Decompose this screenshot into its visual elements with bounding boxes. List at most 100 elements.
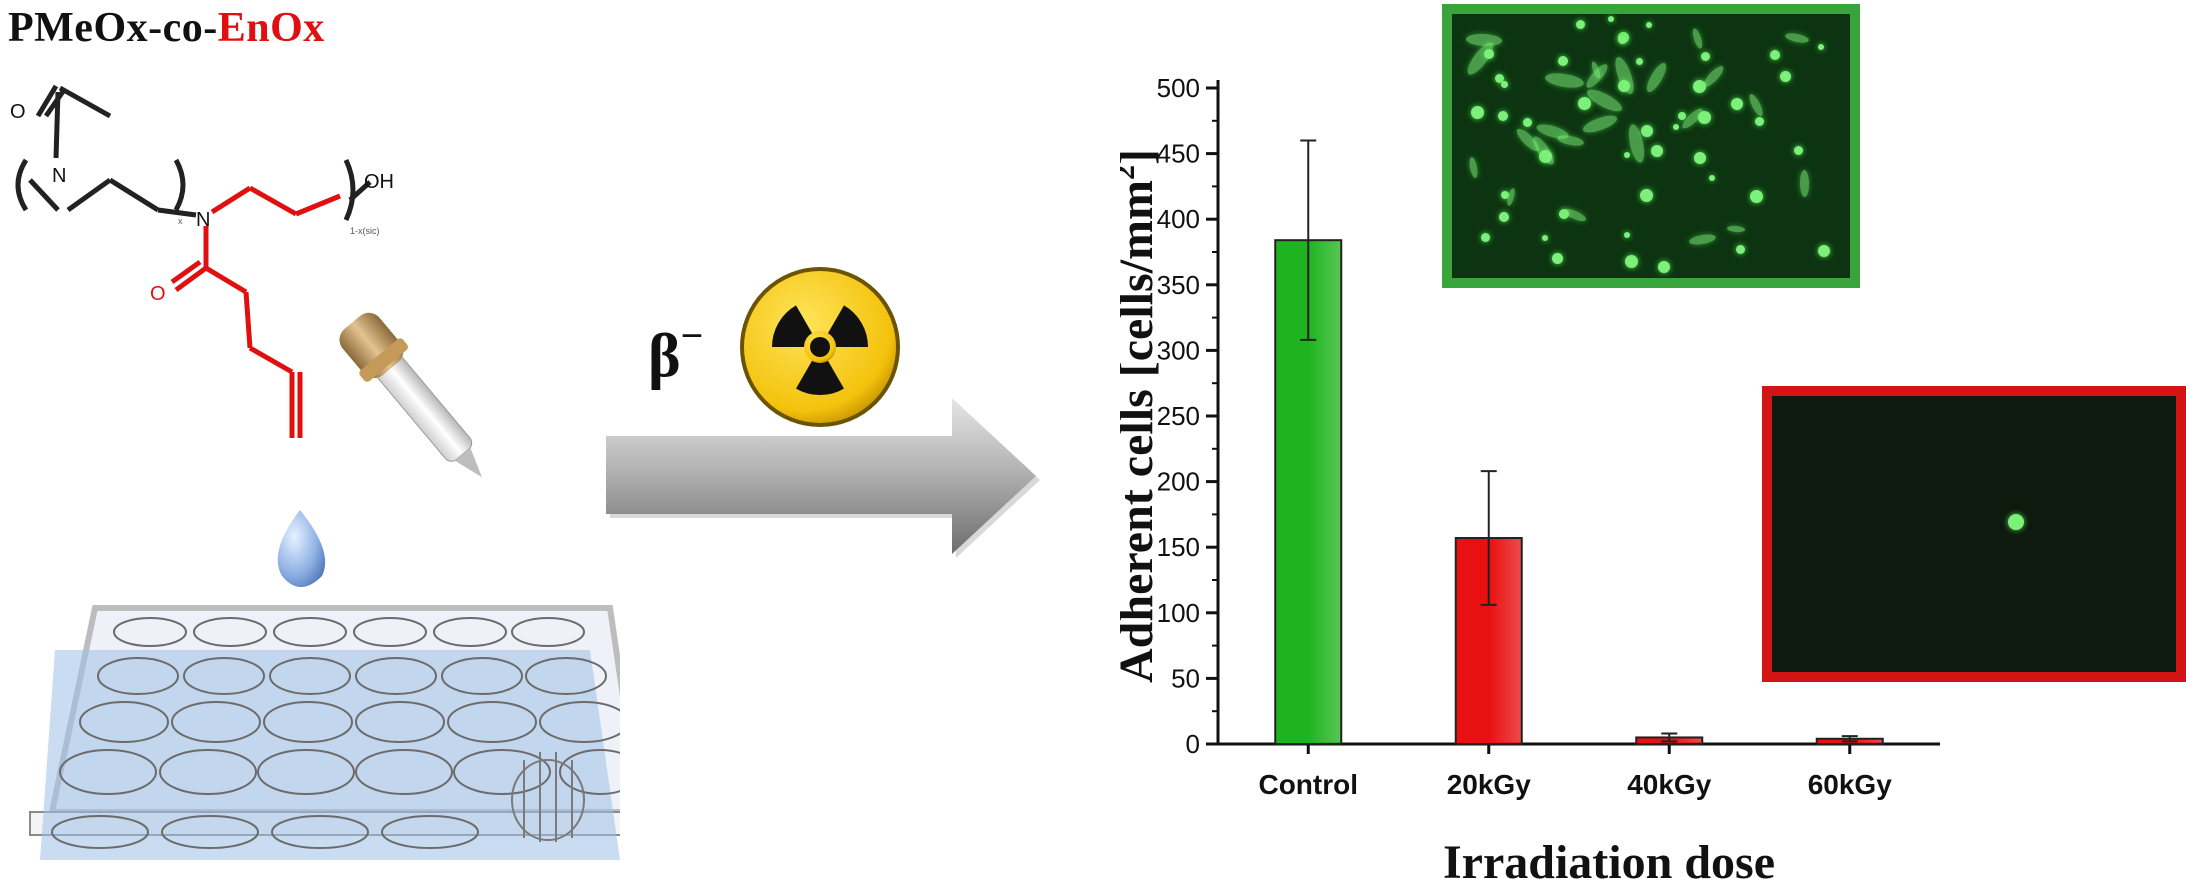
well-plate <box>29 605 620 860</box>
x-axis-title: Irradiation dose <box>1443 836 1775 886</box>
fluorescent-cell <box>1624 152 1630 158</box>
fluorescent-cell <box>1698 111 1711 124</box>
fluorescent-cell <box>1643 60 1670 95</box>
single-cell-spot <box>2008 514 2024 530</box>
fluorescent-cell <box>1780 71 1791 82</box>
fluorescent-cell <box>1498 111 1508 121</box>
fluorescent-cell <box>1701 63 1726 90</box>
fluorescent-cell <box>1651 145 1663 157</box>
fluorescent-cell <box>1726 225 1746 233</box>
fluorescent-cell <box>1736 245 1745 254</box>
fluorescent-cell <box>1640 189 1653 202</box>
fluorescent-cell <box>1542 235 1548 241</box>
y-axis-title-main: Adherent cells [cells/mm <box>1120 180 1163 683</box>
x-tick-label-Control: Control <box>1258 769 1358 800</box>
y-tick-label: 250 <box>1157 401 1200 431</box>
fluorescent-cell <box>1658 261 1670 273</box>
fluorescent-cell <box>1784 31 1810 45</box>
fluorescent-cell <box>1499 212 1509 222</box>
fluorescent-cell <box>1556 133 1585 148</box>
oxygen-label-2: O <box>150 283 166 305</box>
radiation-hazard-icon <box>740 267 900 427</box>
fluorescent-cell <box>1578 97 1591 110</box>
fluorescent-cell <box>1576 20 1585 29</box>
y-tick-label: 200 <box>1157 467 1200 497</box>
fluorescent-cell <box>1558 56 1568 66</box>
y-tick-label: 50 <box>1171 663 1200 693</box>
beta-superscript: − <box>680 313 704 358</box>
fluorescent-cell <box>1731 98 1743 110</box>
fluorescent-cell <box>1608 16 1614 22</box>
nitrogen-label-2: N <box>196 209 210 231</box>
fluorescent-cell <box>1501 191 1509 199</box>
y-axis-title-end: ] <box>1120 149 1163 165</box>
fluorescent-cell <box>1611 54 1638 97</box>
fluorescent-cell <box>1484 49 1494 59</box>
radiation-label: β− <box>648 313 703 393</box>
fluorescent-cell <box>1750 190 1763 203</box>
fluorescent-cell <box>1471 106 1484 119</box>
polymer-title-highlight: EnOx <box>217 5 325 51</box>
fluorescent-cell <box>1690 27 1705 50</box>
y-axis-title-superscript: 2 <box>1120 165 1141 180</box>
x-tick-label-40kGy: 40kGy <box>1627 769 1711 800</box>
fluorescent-cell <box>1501 81 1508 88</box>
fluorescent-cell <box>1641 125 1653 137</box>
y-axis-title: Adherent cells [cells/mm2] <box>1120 149 1163 683</box>
beta-symbol: β <box>648 322 681 391</box>
hydroxyl-label: OH <box>364 171 394 193</box>
chart-bars <box>1274 139 1884 746</box>
left-illustration: O N N O OH x 1-x(sic) <box>10 84 620 860</box>
fluorescent-cell <box>1646 22 1652 28</box>
fluorescent-cell <box>1701 52 1710 61</box>
fluorescent-cell <box>1746 92 1766 118</box>
fluorescent-cell <box>1709 175 1715 181</box>
y-tick-label: 350 <box>1157 270 1200 300</box>
fluorescent-cell <box>1770 50 1780 60</box>
fluorescent-cell <box>1694 152 1706 164</box>
polymer-title-prefix: PMeOx-co- <box>8 5 218 51</box>
x-tick-label-20kGy: 20kGy <box>1447 769 1531 800</box>
fluorescent-cell <box>1799 169 1810 198</box>
fluorescent-cell <box>1581 112 1619 136</box>
y-tick-label: 500 <box>1157 73 1200 103</box>
subscript-x: x <box>178 216 183 226</box>
fluorescent-cell <box>1624 232 1630 238</box>
dropper-icon <box>277 312 482 587</box>
fluorescent-cell <box>1794 146 1803 155</box>
subscript-1-x: 1-x(sic) <box>350 226 380 236</box>
fluorescent-cell <box>1625 255 1638 268</box>
fluorescent-cell <box>1673 124 1679 130</box>
y-tick-label: 300 <box>1157 335 1200 365</box>
fluorescent-cell <box>1559 209 1569 219</box>
fluorescent-cell <box>1562 206 1588 224</box>
oxygen-label-1: O <box>10 101 26 123</box>
fluorescent-cell <box>1636 58 1643 65</box>
nitrogen-label-1: N <box>52 165 66 187</box>
fluorescent-cell <box>1544 71 1585 90</box>
fluorescent-cell <box>1552 253 1563 264</box>
fluorescent-cell <box>1818 245 1830 257</box>
red-fluorescence-micrograph <box>1762 386 2186 682</box>
chemical-structure <box>15 84 372 438</box>
fluorescent-cell <box>1618 35 1627 44</box>
process-arrow-icon <box>606 398 1040 558</box>
fluorescent-cell <box>1468 156 1479 179</box>
y-tick-label: 150 <box>1157 532 1200 562</box>
adhesion-bar-chart: 0 50 100 150 200 250 300 350 400 450 500 Control 20… <box>1120 73 1940 886</box>
chart-labels: Control 20kGy 40kGy 60kGy Irradiation dose Ad… <box>1120 149 1892 886</box>
y-tick-label: 450 <box>1157 139 1200 169</box>
y-tick-label: 0 <box>1186 729 1200 759</box>
fluorescent-cell <box>1688 232 1717 247</box>
fluorescent-cell <box>1465 33 1503 47</box>
fluorescent-cell <box>1818 44 1824 50</box>
fluorescent-cell <box>1495 74 1504 83</box>
polymer-title: PMeOx-co-EnOx <box>8 4 325 52</box>
fluorescent-cell <box>1755 117 1764 126</box>
y-tick-label: 400 <box>1157 204 1200 234</box>
y-tick-label: 100 <box>1157 598 1200 628</box>
fluorescent-cell <box>1523 118 1532 127</box>
fluorescent-cell <box>1481 233 1490 242</box>
green-fluorescence-micrograph <box>1442 4 1860 288</box>
fluorescent-cell <box>1678 112 1686 120</box>
